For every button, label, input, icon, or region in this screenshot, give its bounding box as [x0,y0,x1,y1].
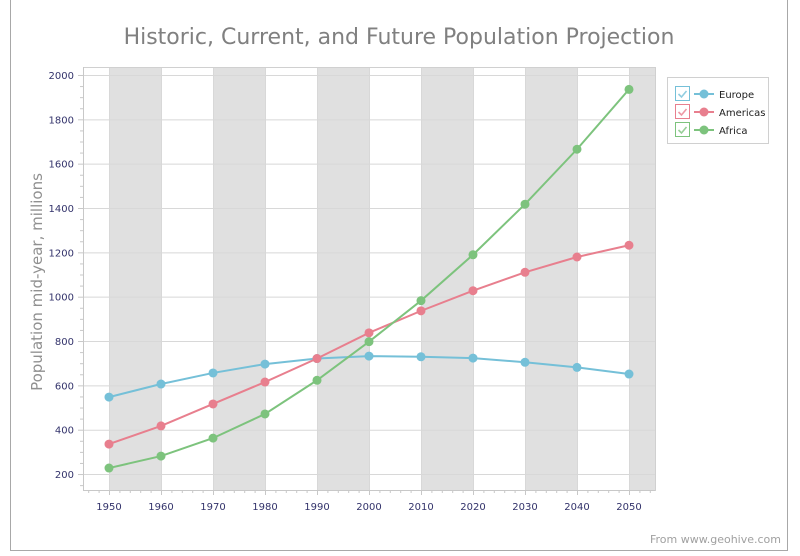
y-axis-title: Population mid-year, millions [28,173,46,391]
data-point [468,353,478,363]
data-point [624,240,634,250]
check-icon [677,90,688,99]
gridlines [83,67,655,490]
x-tick-label: 2050 [616,502,641,513]
data-point [260,359,270,369]
series-africa [104,84,634,473]
data-point [208,399,218,409]
data-point [468,286,478,296]
y-tick-label: 1600 [49,160,74,171]
x-tick-label: 2040 [564,502,589,513]
y-tick-label: 1400 [49,204,74,215]
source-footer: From www.geohive.com [650,533,781,546]
data-point [416,306,426,316]
legend-point-marker [699,89,709,99]
legend-checkbox[interactable] [675,122,690,137]
x-tick-label: 2030 [512,502,537,513]
checkbox-box [675,122,690,137]
checkbox-box [675,86,690,101]
legend-label: Americas [719,108,765,119]
y-axis-labels: 200 400 600 800 1000 1200 1400 1600 1800 2000 [49,71,74,481]
x-axis-labels: 1950 1960 1970 1980 1990 2000 2010 2020 2030 2040… [96,502,641,513]
chart-title: Historic, Current, and Future Population… [124,25,675,50]
legend-label: Africa [719,126,748,137]
y-tick-label: 400 [55,426,74,437]
data-point [572,252,582,262]
data-point [156,451,166,461]
strip-bands [109,67,655,490]
legend-point-marker [699,125,709,135]
data-point [416,352,426,362]
y-tick-label: 800 [55,337,74,348]
data-point [572,144,582,154]
strip-band [109,67,161,490]
chart-frame [10,0,788,551]
y-tick-label: 2000 [49,71,74,82]
strip-band [525,67,577,490]
legend: Europe Americas Africa [667,77,769,144]
check-icon [677,126,688,135]
data-point [624,369,634,379]
data-point [468,250,478,260]
legend-checkbox[interactable] [675,104,690,119]
data-point [624,84,634,94]
data-point [104,463,114,473]
x-tick-label: 2010 [408,502,433,513]
x-tick-label: 1970 [200,502,225,513]
data-point [104,392,114,402]
check-icon [677,108,688,117]
legend-item-africa[interactable]: Africa [675,122,748,138]
data-point [208,433,218,443]
data-point [156,379,166,389]
legend-label: Europe [719,90,754,101]
x-tick-label: 2020 [460,502,485,513]
legend-item-americas[interactable]: Americas [675,104,766,120]
data-point [312,375,322,385]
data-point [156,421,166,431]
data-point [572,362,582,372]
strip-band [629,67,655,490]
y-tick-label: 1200 [49,248,74,259]
data-point [260,409,270,419]
y-tick-label: 1000 [49,293,74,304]
data-point [520,357,530,367]
data-point [364,337,374,347]
x-tick-label: 1950 [96,502,121,513]
data-point [104,439,114,449]
data-point [364,351,374,361]
data-point [312,354,322,364]
strip-band [317,67,369,490]
strip-band [213,67,265,490]
legend-checkbox[interactable] [675,86,690,101]
data-point [208,368,218,378]
checkbox-box [675,104,690,119]
x-tick-label: 1980 [252,502,277,513]
legend-item-europe[interactable]: Europe [675,86,755,102]
y-tick-label: 200 [55,470,74,481]
x-tick-label: 1960 [148,502,173,513]
y-tick-label: 1800 [49,115,74,126]
legend-point-marker [699,107,709,117]
data-point [520,267,530,277]
x-tick-label: 2000 [356,502,381,513]
series-layer [104,84,634,473]
data-point [520,199,530,209]
data-point [260,377,270,387]
series-americas [104,240,634,449]
x-tick-label: 1990 [304,502,329,513]
data-point [416,296,426,306]
y-tick-label: 600 [55,381,74,392]
axes [78,67,655,495]
data-point [364,328,374,338]
